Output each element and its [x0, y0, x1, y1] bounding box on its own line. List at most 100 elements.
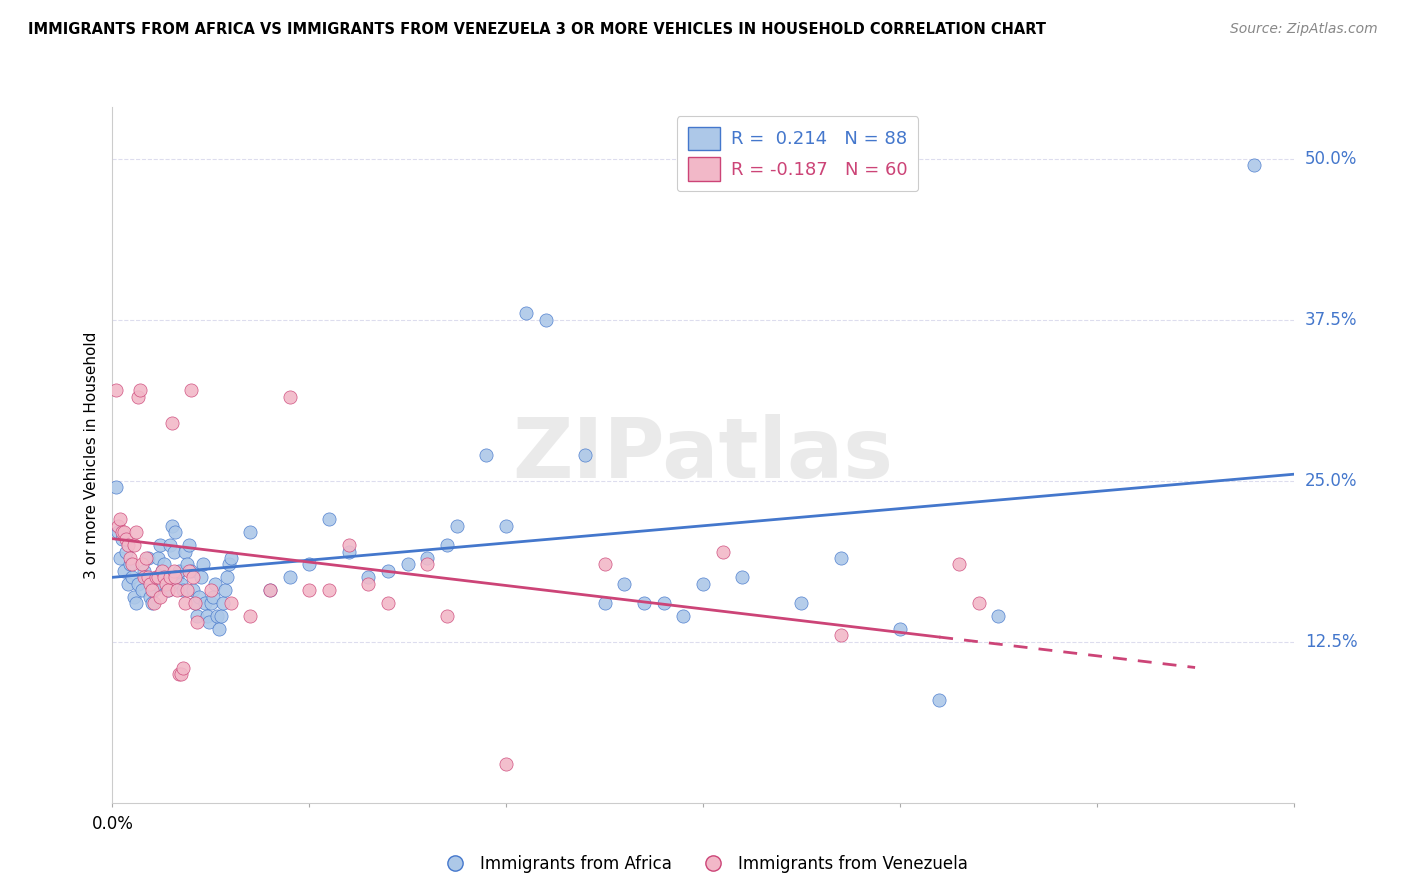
Point — [174, 544, 197, 558]
Point — [131, 583, 153, 598]
Point — [259, 583, 281, 598]
Point — [111, 532, 134, 546]
Point — [156, 583, 179, 598]
Point — [156, 583, 179, 598]
Point — [150, 564, 173, 578]
Point — [652, 596, 675, 610]
Point — [122, 538, 145, 552]
Point — [160, 518, 183, 533]
Text: IMMIGRANTS FROM AFRICA VS IMMIGRANTS FROM VENEZUELA 3 OR MORE VEHICLES IN HOUSEH: IMMIGRANTS FROM AFRICA VS IMMIGRANTS FRO… — [28, 22, 1046, 37]
Point — [436, 609, 458, 624]
Point — [110, 551, 132, 566]
Point — [115, 532, 138, 546]
Point — [107, 525, 129, 540]
Point — [170, 667, 193, 681]
Point — [155, 570, 177, 584]
Point — [165, 570, 187, 584]
Point — [337, 538, 360, 552]
Point — [436, 538, 458, 552]
Point — [208, 622, 231, 636]
Point — [141, 596, 163, 610]
Point — [169, 667, 191, 681]
Point — [205, 609, 228, 624]
Point — [184, 596, 207, 610]
Point — [318, 583, 340, 598]
Point — [112, 564, 135, 578]
Point — [150, 564, 173, 578]
Point — [515, 306, 537, 320]
Legend: Immigrants from Africa, Immigrants from Venezuela: Immigrants from Africa, Immigrants from … — [432, 848, 974, 880]
Point — [188, 590, 211, 604]
Text: 25.0%: 25.0% — [1305, 472, 1357, 490]
Point — [830, 628, 852, 642]
Point — [495, 518, 517, 533]
Point — [176, 558, 198, 572]
Point — [159, 538, 181, 552]
Point — [166, 583, 188, 598]
Point — [731, 570, 754, 584]
Point — [120, 551, 142, 566]
Point — [120, 558, 142, 572]
Point — [145, 570, 167, 584]
Point — [165, 525, 187, 540]
Point — [145, 576, 167, 591]
Point — [121, 570, 143, 584]
Point — [179, 538, 201, 552]
Point — [298, 583, 321, 598]
Point — [711, 544, 734, 558]
Point — [967, 596, 990, 610]
Point — [141, 583, 163, 598]
Point — [115, 544, 138, 558]
Point — [416, 558, 439, 572]
Text: Source: ZipAtlas.com: Source: ZipAtlas.com — [1230, 22, 1378, 37]
Point — [209, 609, 232, 624]
Legend: R =  0.214   N = 88, R = -0.187   N = 60: R = 0.214 N = 88, R = -0.187 N = 60 — [676, 116, 918, 192]
Point — [129, 384, 152, 398]
Point — [149, 538, 172, 552]
Point — [830, 551, 852, 566]
Point — [139, 576, 162, 591]
Y-axis label: 3 or more Vehicles in Household: 3 or more Vehicles in Household — [84, 331, 100, 579]
Point — [107, 518, 129, 533]
Point — [200, 583, 222, 598]
Point — [179, 564, 201, 578]
Point — [593, 558, 616, 572]
Point — [633, 596, 655, 610]
Point — [214, 583, 236, 598]
Point — [357, 576, 380, 591]
Point — [132, 570, 155, 584]
Point — [181, 570, 204, 584]
Point — [201, 590, 224, 604]
Point — [204, 576, 226, 591]
Point — [184, 596, 207, 610]
Point — [172, 583, 194, 598]
Point — [139, 590, 162, 604]
Point — [215, 570, 238, 584]
Point — [110, 512, 132, 526]
Point — [987, 609, 1010, 624]
Point — [162, 564, 184, 578]
Point — [117, 538, 139, 552]
Point — [136, 551, 159, 566]
Point — [318, 512, 340, 526]
Point — [278, 390, 301, 404]
Point — [928, 692, 950, 706]
Point — [613, 576, 636, 591]
Point — [1243, 158, 1265, 172]
Point — [200, 596, 222, 610]
Point — [160, 416, 183, 430]
Point — [218, 558, 240, 572]
Point — [142, 596, 165, 610]
Point — [396, 558, 419, 572]
Point — [180, 564, 202, 578]
Point — [692, 576, 714, 591]
Point — [166, 570, 188, 584]
Point — [593, 596, 616, 610]
Point — [117, 576, 139, 591]
Point — [195, 609, 218, 624]
Point — [377, 564, 399, 578]
Point — [211, 596, 233, 610]
Point — [219, 551, 242, 566]
Point — [239, 525, 262, 540]
Point — [159, 570, 181, 584]
